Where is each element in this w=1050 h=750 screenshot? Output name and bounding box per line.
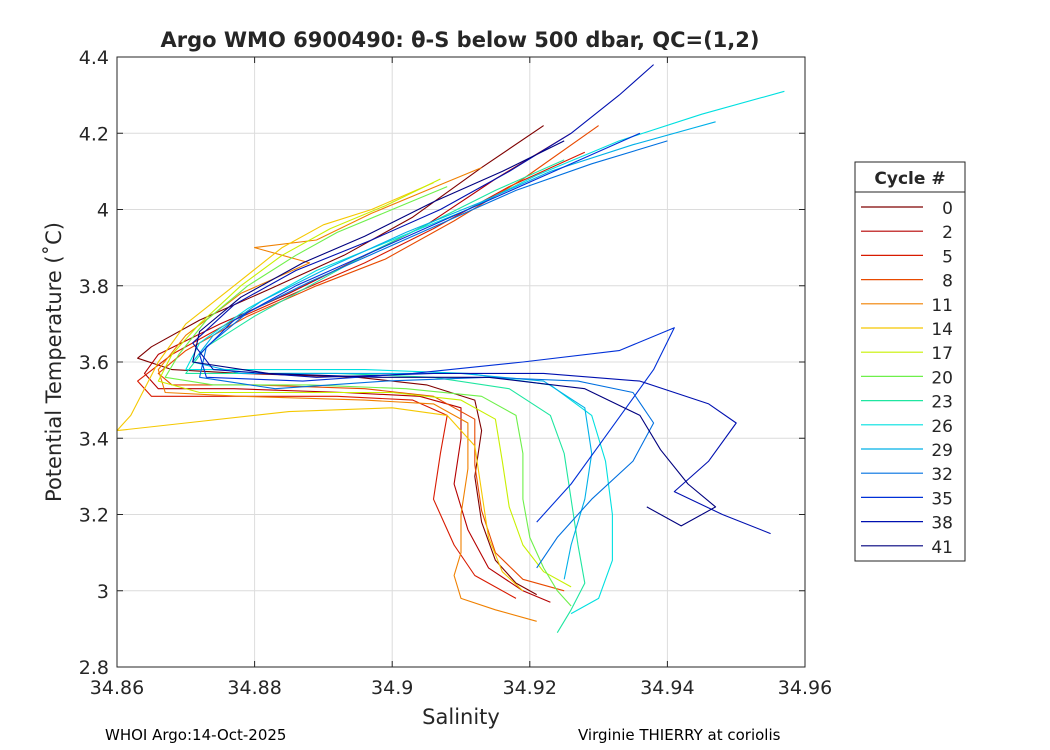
x-tick-label: 34.94 [640,677,694,699]
axis-ticks: 34.86 34.88 34.9 34.92 34.94 34.96 2.8 3 3.2 3.4 3… [79,47,832,699]
x-tick-label: 34.92 [503,677,557,699]
legend-label-cycle-23: 23 [931,393,953,413]
y-tick-label: 3 [97,581,109,603]
legend-label-cycle-14: 14 [931,320,953,340]
footer-credit-author: Virginie THIERRY at coriolis [578,726,781,744]
legend-label-cycle-8: 8 [942,272,953,292]
legend-label-cycle-0: 0 [942,199,953,219]
legend-label-cycle-26: 26 [931,417,953,437]
series-line-cycle-5 [137,151,586,599]
y-tick-label: 3.8 [79,276,109,298]
legend-label-cycle-17: 17 [931,344,953,364]
series-line-cycle-17 [157,178,572,588]
series-line-cycle-14 [117,182,524,592]
series-line-cycle-11 [157,167,537,622]
legend-title: Cycle # [874,169,945,189]
series-line-cycle-35 [199,132,675,523]
legend-label-cycle-2: 2 [942,223,953,243]
y-axis-label: Potential Temperature (˚C) [42,222,66,502]
legend-label-cycle-35: 35 [931,489,953,509]
x-tick-label: 34.9 [371,677,413,699]
legend-label-cycle-32: 32 [931,465,953,485]
x-tick-label: 34.88 [227,677,281,699]
footer-credit-date: WHOI Argo:14-Oct-2025 [105,726,287,744]
x-tick-label: 34.96 [778,677,832,699]
x-tick-label: 34.86 [90,677,144,699]
y-tick-label: 4.4 [79,47,109,69]
series-line-cycle-32 [199,140,668,569]
legend-label-cycle-5: 5 [942,247,953,267]
y-tick-label: 4.2 [79,123,109,145]
series-line-cycle-20 [164,186,572,607]
y-tick-label: 2.8 [79,657,109,679]
legend-label-cycle-11: 11 [931,296,953,316]
y-tick-label: 3.4 [79,428,109,450]
legend-label-cycle-20: 20 [931,368,953,388]
y-tick-label: 3.6 [79,352,109,374]
series-line-cycle-41 [192,140,717,527]
series-line-cycle-38 [192,64,771,535]
y-tick-label: 3.2 [79,505,109,527]
legend: Cycle # 0 2 5 8 11 14 17 20 23 26 29 32 35 38 41 [854,161,966,562]
y-tick-label: 4 [97,200,109,222]
legend-box [854,161,966,562]
series-line-cycle-29 [192,121,716,580]
legend-label-cycle-41: 41 [931,538,953,558]
legend-label-cycle-38: 38 [931,514,953,534]
legend-label-cycle-29: 29 [931,441,953,461]
chart-title: Argo WMO 6900490: θ-S below 500 dbar, QC… [161,28,760,52]
x-axis-label: Salinity [422,705,500,729]
